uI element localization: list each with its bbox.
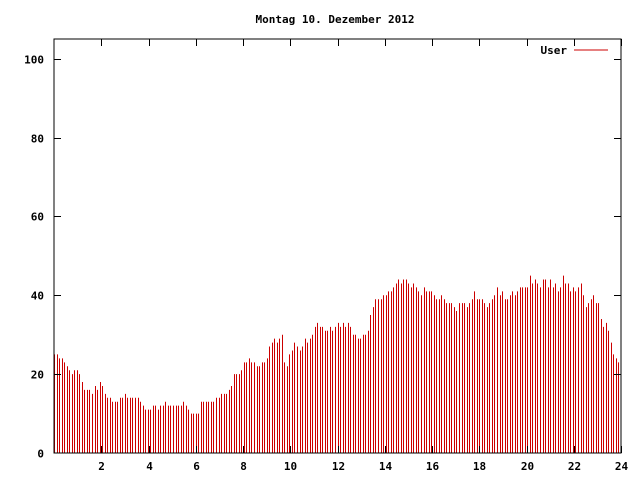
y-tick-label: 100: [24, 54, 44, 67]
x-tick-label: 6: [193, 460, 200, 473]
x-tick-label: 14: [379, 460, 393, 473]
y-tick-label: 40: [31, 290, 44, 303]
x-tick-label: 2: [98, 460, 105, 473]
y-tick-label: 80: [31, 133, 44, 146]
x-tick-label: 24: [615, 460, 629, 473]
y-tick-label: 20: [31, 369, 44, 382]
x-tick-label: 8: [240, 460, 247, 473]
x-tick-label: 22: [568, 460, 581, 473]
x-tick-label: 4: [146, 460, 153, 473]
plot-frame: [53, 38, 622, 454]
y-tick-label: 60: [31, 211, 44, 224]
x-tick-label: 12: [332, 460, 345, 473]
x-tick-label: 18: [473, 460, 486, 473]
x-tick-label: 10: [284, 460, 297, 473]
y-tick-label: 0: [37, 448, 44, 461]
legend: User: [541, 44, 608, 57]
x-tick-label: 20: [521, 460, 534, 473]
bars-layer: [54, 275, 619, 453]
legend-label-user: User: [541, 44, 568, 57]
x-tick-label: 16: [426, 460, 440, 473]
chart-title: Montag 10. Dezember 2012: [256, 13, 415, 26]
